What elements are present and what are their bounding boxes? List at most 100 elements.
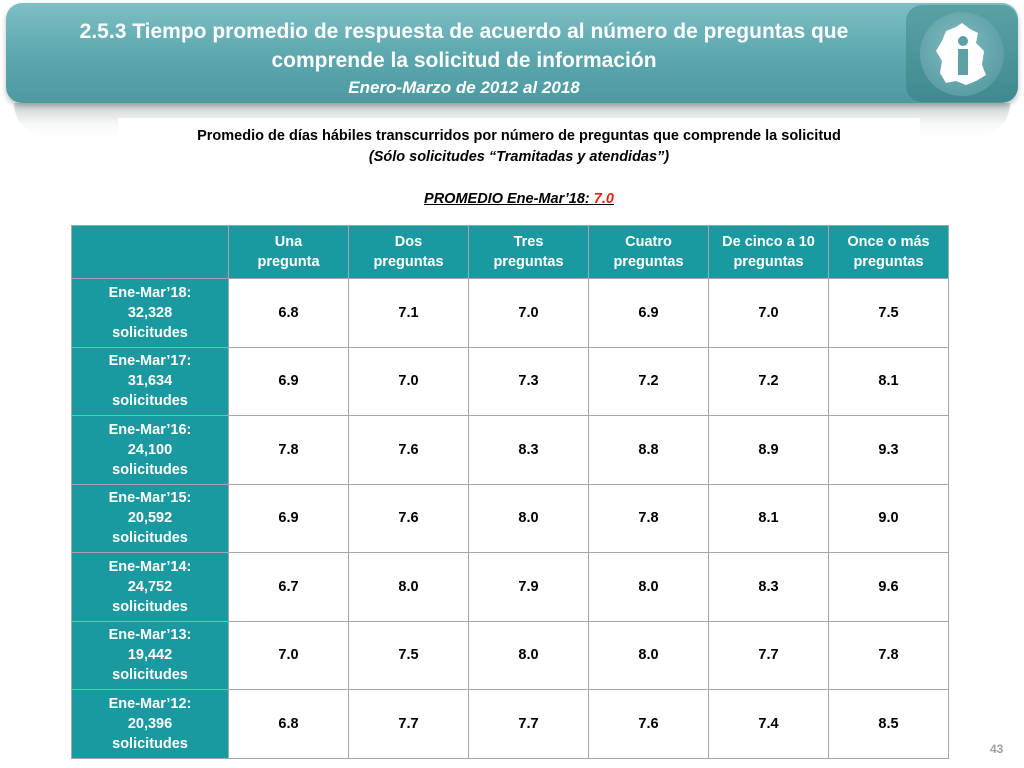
column-header: De cinco a 10 preguntas: [708, 225, 829, 279]
value-cell: 7.8: [588, 483, 709, 553]
row-header-count: 24,100: [127, 441, 173, 458]
column-header-line: Once o más: [847, 234, 930, 250]
value-cell: 8.0: [588, 552, 709, 622]
row-header-count: 19,442: [127, 647, 173, 664]
value-cell: 7.2: [588, 346, 709, 416]
average-label: PROMEDIO Ene-Mar’18:: [424, 191, 590, 207]
value-cell: 7.7: [708, 620, 829, 690]
column-header-line: Cuatro: [625, 234, 672, 250]
value-cell: 8.0: [348, 552, 469, 622]
row-header-unit: solicitudes: [112, 598, 188, 615]
table-row: Ene-Mar’16: 24,100 solicitudes 7.8 7.6 8.3 8.8…: [71, 415, 949, 485]
value-cell: 8.5: [828, 689, 949, 759]
value-cell: 7.9: [468, 552, 589, 622]
value-cell: 9.3: [828, 415, 949, 485]
column-header-line: Una: [274, 234, 303, 250]
corner-cell: [71, 225, 229, 279]
row-header-period: Ene-Mar’13:: [108, 627, 192, 644]
value-cell: 7.0: [348, 346, 469, 416]
value-cell: 7.6: [588, 689, 709, 759]
row-header-count: 31,634: [127, 373, 173, 390]
row-header-unit: solicitudes: [112, 393, 188, 410]
row-header: Ene-Mar’15: 20,592 solicitudes: [71, 483, 229, 553]
value-cell: 7.3: [468, 346, 589, 416]
value-cell: 6.9: [588, 278, 709, 348]
value-cell: 7.7: [468, 689, 589, 759]
row-header-period: Ene-Mar’16:: [108, 421, 192, 438]
content-band: [118, 118, 920, 218]
value-cell: 9.6: [828, 552, 949, 622]
column-header-line: pregunta: [257, 254, 320, 270]
logo-box: [906, 5, 1018, 102]
table-body: Ene-Mar’18: 32,328 solicitudes 6.8 7.1 7.0 6.9…: [71, 278, 949, 759]
row-header-period: Ene-Mar’17:: [108, 353, 192, 370]
value-cell: 8.0: [468, 483, 589, 553]
row-header-unit: solicitudes: [112, 461, 188, 478]
value-cell: 8.0: [588, 620, 709, 690]
value-cell: 6.9: [228, 483, 349, 553]
table-row: Ene-Mar’15: 20,592 solicitudes 6.9 7.6 8.0 7.8…: [71, 483, 949, 553]
institution-logo-icon: [920, 11, 1004, 96]
value-cell: 6.7: [228, 552, 349, 622]
column-header-line: preguntas: [373, 254, 444, 270]
value-cell: 7.5: [828, 278, 949, 348]
row-header: Ene-Mar’14: 24,752 solicitudes: [71, 552, 229, 622]
row-header-period: Ene-Mar’15:: [108, 490, 192, 507]
row-header-count: 32,328: [127, 304, 173, 321]
value-cell: 8.9: [708, 415, 829, 485]
value-cell: 9.0: [828, 483, 949, 553]
column-header-line: preguntas: [853, 254, 924, 270]
value-cell: 7.0: [708, 278, 829, 348]
description-line: Promedio de días hábiles transcurridos p…: [197, 128, 841, 144]
page-number: 43: [990, 742, 1004, 756]
row-header: Ene-Mar’13: 19,442 solicitudes: [71, 620, 229, 690]
column-header: Dos preguntas: [348, 225, 469, 279]
header-banner: 2.5.3 Tiempo promedio de respuesta de ac…: [6, 3, 1018, 103]
row-header: Ene-Mar’16: 24,100 solicitudes: [71, 415, 229, 485]
column-header-line: Tres: [513, 234, 544, 250]
table-row: Ene-Mar’18: 32,328 solicitudes 6.8 7.1 7.0 6.9…: [71, 278, 949, 348]
row-header-unit: solicitudes: [112, 324, 188, 341]
row-header-period: Ene-Mar’18:: [108, 284, 192, 301]
page-title: 2.5.3 Tiempo promedio de respuesta de ac…: [79, 20, 849, 72]
value-cell: 6.8: [228, 689, 349, 759]
column-header-line: De cinco a 10: [722, 234, 815, 250]
row-header: Ene-Mar’12: 20,396 solicitudes: [71, 689, 229, 759]
average-value: 7.0: [593, 191, 614, 207]
column-header-line: preguntas: [733, 254, 804, 270]
column-header: Cuatro preguntas: [588, 225, 709, 279]
row-header-unit: solicitudes: [112, 667, 188, 684]
institution-logo-shape: [936, 22, 986, 85]
row-header: Ene-Mar’18: 32,328 solicitudes: [71, 278, 229, 348]
row-header-count: 24,752: [127, 578, 173, 595]
response-time-table: Una pregunta Dos preguntas Tres preguntas Cuat…: [71, 225, 949, 759]
value-cell: 7.7: [348, 689, 469, 759]
value-cell: 7.1: [348, 278, 469, 348]
column-header-line: preguntas: [493, 254, 564, 270]
average-summary: PROMEDIO Ene-Mar’18: 7.0: [118, 191, 920, 207]
row-header-count: 20,592: [127, 510, 173, 527]
value-cell: 7.8: [828, 620, 949, 690]
table-row: Ene-Mar’12: 20,396 solicitudes 6.8 7.7 7.7 7.6…: [71, 689, 949, 759]
value-cell: 7.8: [228, 415, 349, 485]
value-cell: 6.8: [228, 278, 349, 348]
value-cell: 7.2: [708, 346, 829, 416]
description-note: (Sólo solicitudes “Tramitadas y atendida…: [368, 149, 670, 165]
row-header: Ene-Mar’17: 31,634 solicitudes: [71, 346, 229, 416]
row-header-unit: solicitudes: [112, 530, 188, 547]
table-description: Promedio de días hábiles transcurridos p…: [118, 126, 920, 168]
value-cell: 8.3: [708, 552, 829, 622]
table-row: Ene-Mar’14: 24,752 solicitudes 6.7 8.0 7.9 8.0…: [71, 552, 949, 622]
value-cell: 8.1: [828, 346, 949, 416]
value-cell: 7.4: [708, 689, 829, 759]
value-cell: 7.0: [468, 278, 589, 348]
value-cell: 6.9: [228, 346, 349, 416]
page-subtitle: Enero-Marzo de 2012 al 2018: [348, 78, 580, 97]
value-cell: 7.6: [348, 415, 469, 485]
row-header-unit: solicitudes: [112, 735, 188, 752]
table-row: Ene-Mar’17: 31,634 solicitudes 6.9 7.0 7.3 7.2…: [71, 346, 949, 416]
table-header-row: Una pregunta Dos preguntas Tres preguntas Cuat…: [71, 225, 949, 279]
value-cell: 8.1: [708, 483, 829, 553]
table-row: Ene-Mar’13: 19,442 solicitudes 7.0 7.5 8.0 8.0…: [71, 620, 949, 690]
row-header-count: 20,396: [127, 715, 173, 732]
